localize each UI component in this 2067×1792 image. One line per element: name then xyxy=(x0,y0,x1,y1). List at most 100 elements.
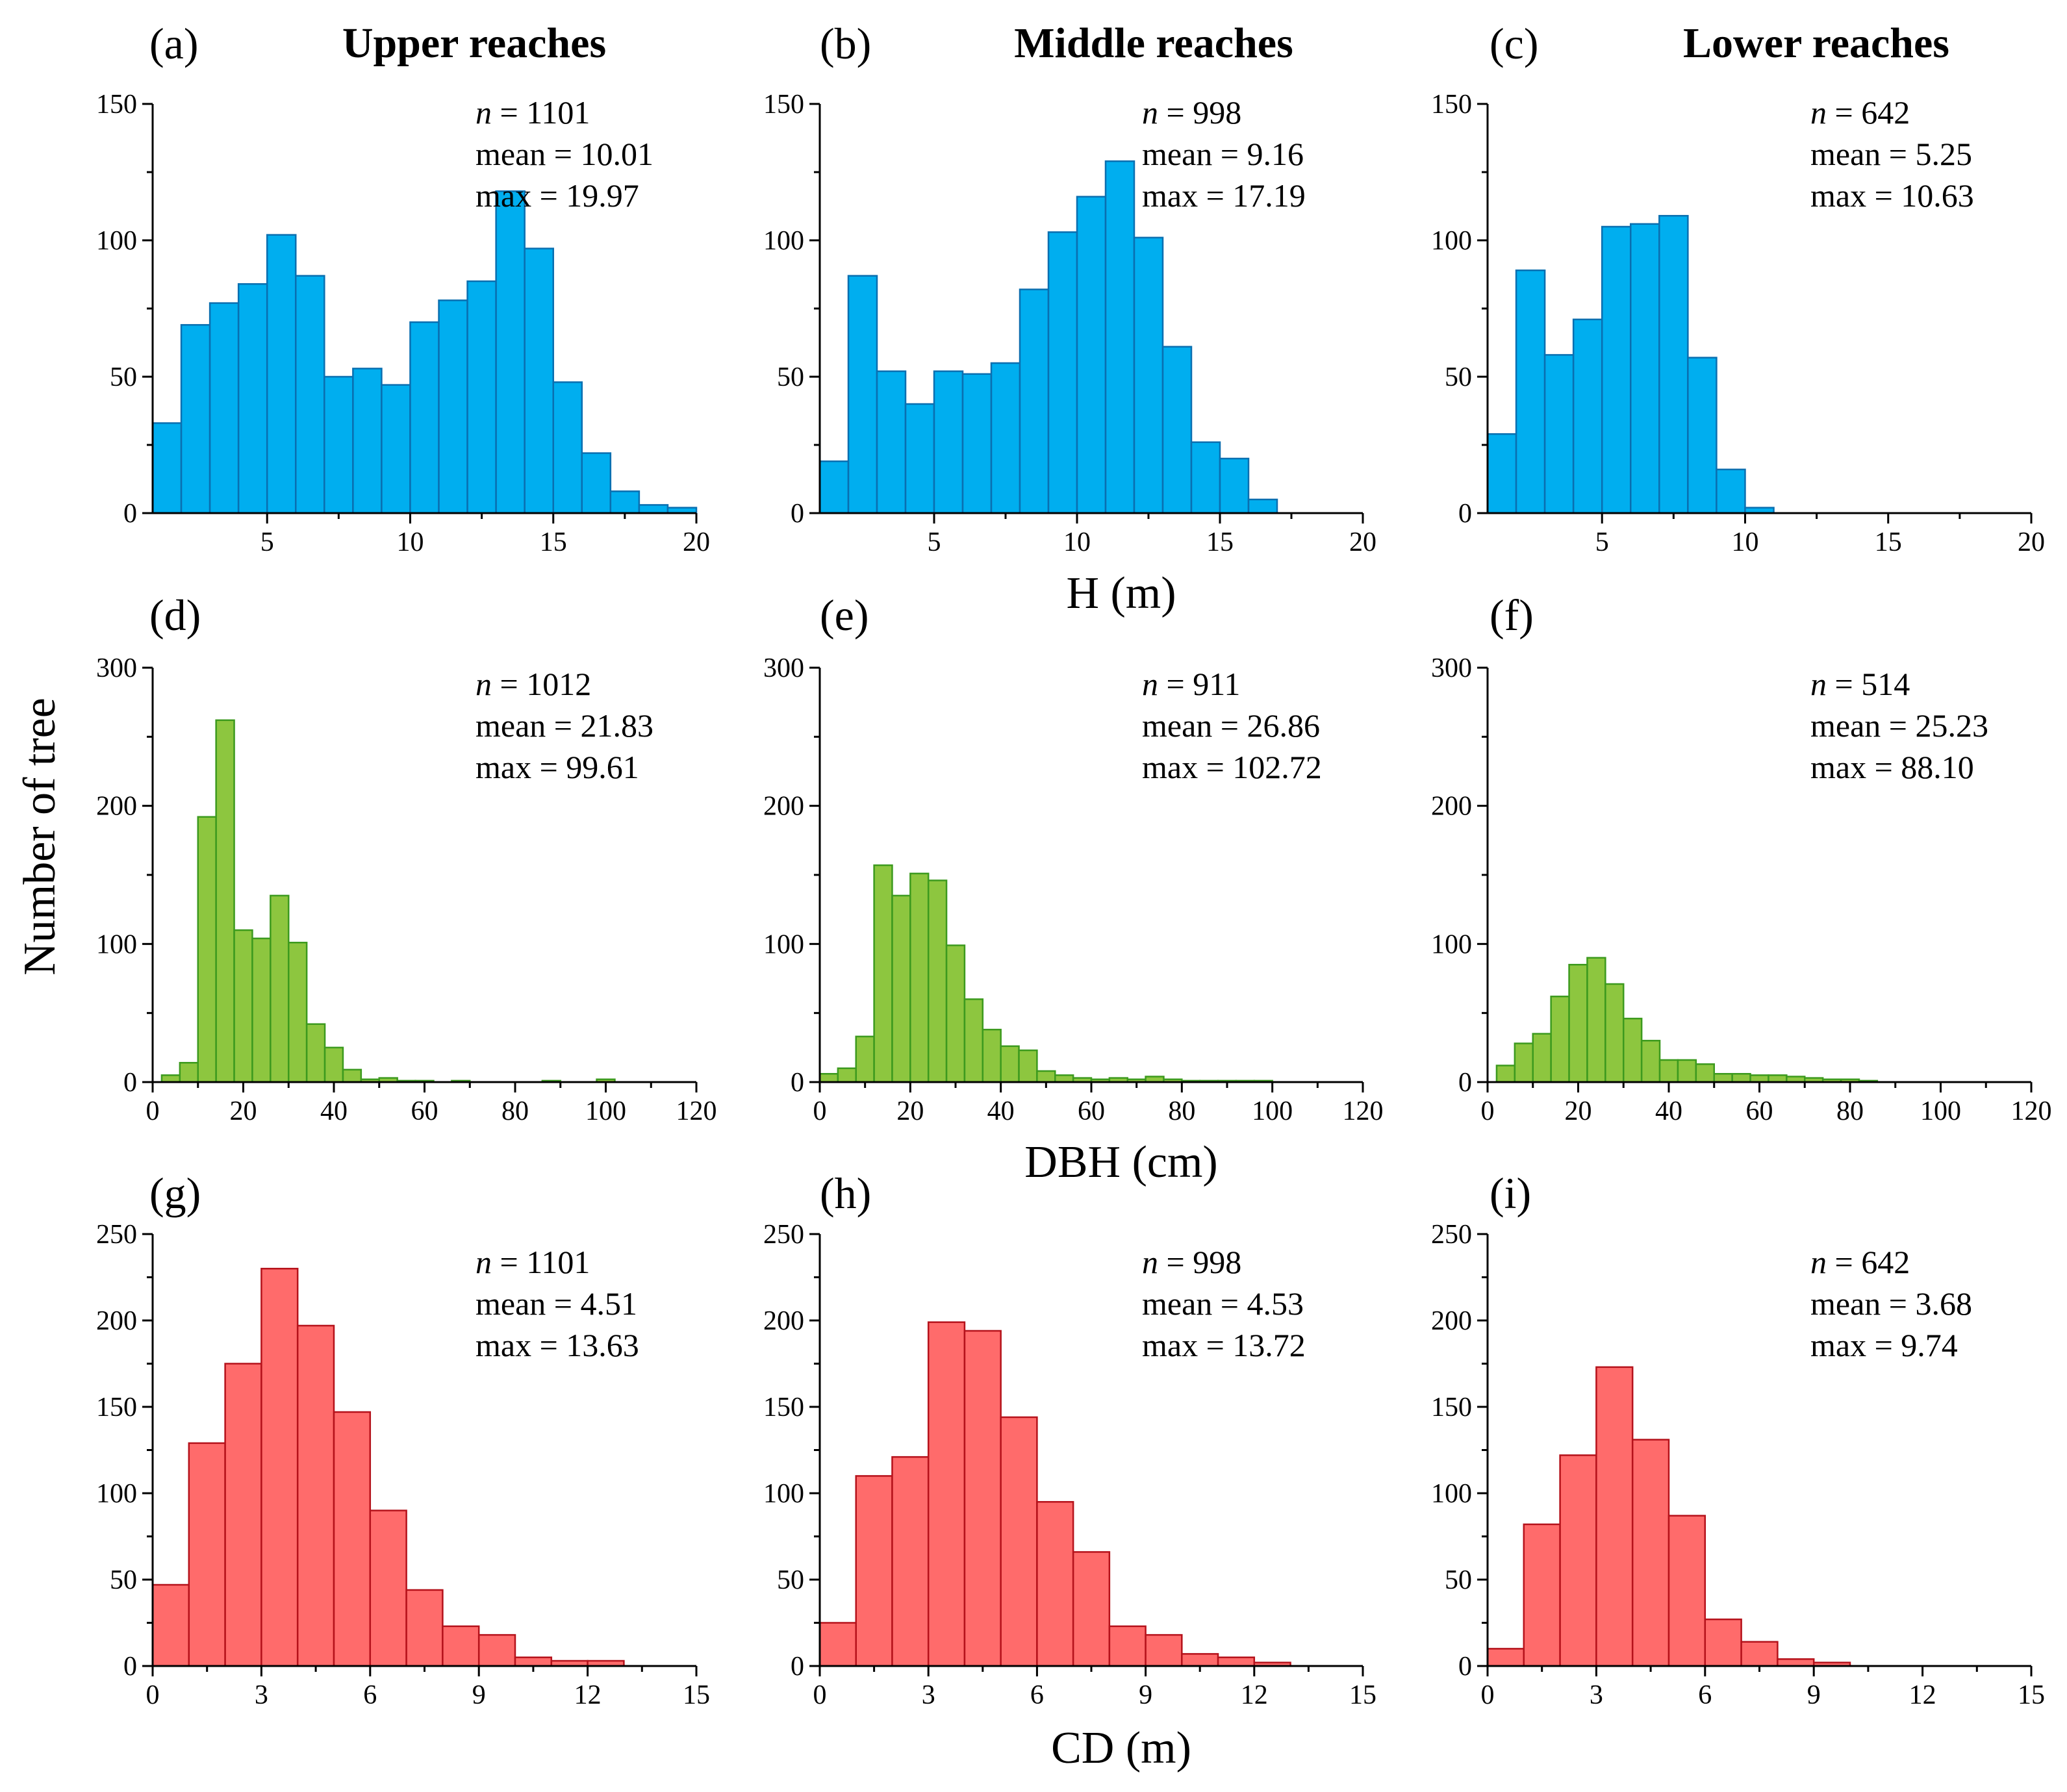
x-tick-label: 12 xyxy=(1909,1680,1936,1710)
histogram-bar xyxy=(1601,225,1632,514)
panel-label: (g) xyxy=(149,1168,201,1218)
y-tick-label: 0 xyxy=(123,1652,137,1682)
histogram-bar xyxy=(1658,1059,1679,1083)
histogram-bar xyxy=(1568,963,1588,1083)
histogram-bar xyxy=(1740,1641,1779,1667)
y-tick-label: 200 xyxy=(763,792,804,822)
y-tick-label: 150 xyxy=(96,90,137,120)
histogram-bar xyxy=(1036,1070,1056,1083)
y-tick-label: 0 xyxy=(123,1068,137,1098)
x-tick-label: 120 xyxy=(676,1096,717,1126)
y-tick-label: 200 xyxy=(1431,792,1472,822)
panel-e: 0 20 40 60 80 100 120 0 100 200 300 (e) n = 911 mean … xyxy=(763,590,1384,1126)
histogram-bar xyxy=(927,1321,966,1667)
y-tick-label: 150 xyxy=(763,90,804,120)
histogram-bar xyxy=(1716,468,1746,514)
x-tick-label: 0 xyxy=(813,1096,827,1126)
histogram-bar xyxy=(151,1584,190,1667)
histogram-bar xyxy=(1145,1634,1183,1667)
histogram-bar xyxy=(323,375,354,514)
stat-mean: mean = 4.53 xyxy=(1142,1285,1304,1322)
histogram-bar xyxy=(1000,1045,1020,1083)
histogram-bar xyxy=(1108,1625,1147,1667)
stat-n: n = 1101 xyxy=(476,1244,590,1280)
stat-n: n = 998 xyxy=(1142,1244,1241,1280)
histogram-bar xyxy=(1104,160,1135,514)
histogram-bar xyxy=(1604,983,1625,1083)
histogram-bar xyxy=(160,1074,181,1083)
y-tick-label: 150 xyxy=(1431,1393,1472,1422)
x-tick-label: 60 xyxy=(1746,1096,1773,1126)
histogram-bar xyxy=(876,370,907,514)
histogram-bar xyxy=(855,1475,893,1667)
histogram-bar xyxy=(514,1656,553,1667)
panel-label: (d) xyxy=(149,590,201,640)
y-tick-label: 300 xyxy=(96,653,137,683)
y-tick-label: 0 xyxy=(1458,1068,1472,1098)
y-tick-label: 100 xyxy=(763,1479,804,1509)
x-tick-label: 15 xyxy=(540,527,567,557)
y-tick-label: 100 xyxy=(1431,226,1472,256)
histogram-bar xyxy=(1515,269,1546,514)
x-axis-label-cd: CD (m) xyxy=(1051,1723,1191,1773)
histogram-bar xyxy=(466,280,497,514)
histogram-bar xyxy=(904,403,935,514)
stat-n: n = 514 xyxy=(1810,666,1910,702)
y-tick-label: 0 xyxy=(791,1068,804,1098)
stat-max: max = 10.63 xyxy=(1810,177,1974,214)
y-tick-label: 150 xyxy=(96,1393,137,1422)
column-title-upper: Upper reaches xyxy=(342,19,606,67)
histogram-bar xyxy=(1687,357,1718,514)
y-tick-label: 200 xyxy=(96,1306,137,1336)
histogram-bar xyxy=(151,422,183,514)
stat-n: n = 642 xyxy=(1810,94,1910,131)
histogram-bar xyxy=(442,1625,480,1667)
histogram-bar xyxy=(1749,1074,1769,1083)
y-tick-label: 100 xyxy=(96,1479,137,1509)
stat-mean: mean = 5.25 xyxy=(1810,136,1972,172)
x-tick-label: 120 xyxy=(2011,1096,2052,1126)
y-tick-label: 250 xyxy=(96,1220,137,1250)
x-tick-label: 9 xyxy=(1139,1680,1152,1710)
x-tick-label: 10 xyxy=(396,527,424,557)
y-tick-label: 0 xyxy=(1458,1652,1472,1682)
histogram-bar xyxy=(1559,1454,1597,1667)
histogram-bar xyxy=(1076,196,1107,514)
x-tick-label: 15 xyxy=(1875,527,1902,557)
y-tick-label: 100 xyxy=(96,226,137,256)
y-tick-label: 0 xyxy=(791,1652,804,1682)
x-tick-label: 5 xyxy=(260,527,274,557)
histogram-bar xyxy=(233,929,253,1083)
histogram-bar xyxy=(197,816,217,1083)
x-tick-label: 10 xyxy=(1731,527,1758,557)
y-tick-label: 300 xyxy=(763,653,804,683)
stat-max: max = 99.61 xyxy=(476,749,639,785)
x-tick-label: 15 xyxy=(683,1680,710,1710)
histogram-bar xyxy=(260,1267,299,1667)
histogram-bar xyxy=(945,944,966,1083)
stat-mean: mean = 9.16 xyxy=(1142,136,1304,172)
histogram-bar xyxy=(288,941,308,1083)
y-tick-label: 50 xyxy=(110,362,137,392)
histogram-bar xyxy=(1572,318,1603,514)
x-tick-label: 100 xyxy=(1252,1096,1293,1126)
x-tick-label: 20 xyxy=(683,527,710,557)
histogram-bar xyxy=(1768,1074,1788,1083)
stat-max: max = 9.74 xyxy=(1810,1327,1958,1363)
y-tick-label: 50 xyxy=(110,1565,137,1595)
y-tick-label: 50 xyxy=(777,1565,804,1595)
x-tick-label: 80 xyxy=(1836,1096,1864,1126)
histogram-bar xyxy=(409,321,440,514)
stat-n: n = 911 xyxy=(1142,666,1240,702)
histogram-bar xyxy=(818,1622,857,1667)
histogram-bar xyxy=(1219,457,1250,514)
histogram-bar xyxy=(818,460,850,514)
histogram-bar xyxy=(209,302,240,514)
column-title-lower: Lower reaches xyxy=(1683,19,1949,67)
y-tick-label: 0 xyxy=(791,499,804,529)
histogram-bar xyxy=(1247,498,1278,514)
